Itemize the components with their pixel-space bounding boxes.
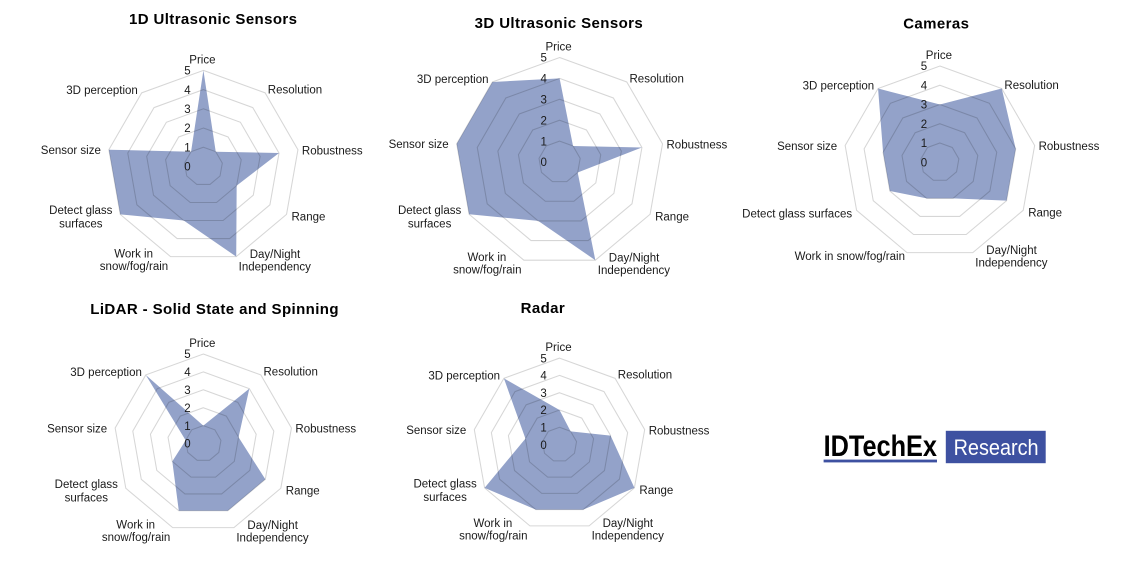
svg-text:Resolution: Resolution bbox=[630, 73, 684, 85]
svg-text:5: 5 bbox=[540, 53, 546, 65]
svg-text:1: 1 bbox=[540, 136, 546, 148]
svg-text:Range: Range bbox=[1028, 208, 1062, 220]
svg-text:Range: Range bbox=[655, 212, 689, 224]
svg-text:Price: Price bbox=[545, 342, 571, 354]
svg-text:Radar: Radar bbox=[521, 300, 566, 317]
svg-text:2: 2 bbox=[184, 403, 190, 415]
svg-text:Robustness: Robustness bbox=[295, 424, 356, 436]
svg-text:snow/fog/rain: snow/fog/rain bbox=[100, 261, 168, 273]
svg-text:Price: Price bbox=[189, 54, 215, 66]
svg-text:snow/fog/rain: snow/fog/rain bbox=[459, 530, 527, 542]
svg-text:5: 5 bbox=[184, 349, 190, 361]
svg-text:5: 5 bbox=[921, 61, 927, 73]
svg-text:Price: Price bbox=[189, 338, 215, 350]
svg-text:3D perception: 3D perception bbox=[70, 367, 142, 379]
svg-text:Detect glass: Detect glass bbox=[49, 205, 113, 217]
svg-text:3D perception: 3D perception bbox=[66, 85, 138, 97]
svg-text:1: 1 bbox=[184, 142, 190, 154]
svg-text:1: 1 bbox=[540, 423, 546, 435]
svg-text:Detect glass surfaces: Detect glass surfaces bbox=[742, 208, 852, 220]
svg-text:Price: Price bbox=[926, 50, 952, 62]
svg-text:3D Ultrasonic Sensors: 3D Ultrasonic Sensors bbox=[475, 15, 643, 32]
svg-text:Price: Price bbox=[545, 42, 571, 54]
svg-text:Range: Range bbox=[639, 485, 673, 497]
svg-text:0: 0 bbox=[184, 439, 190, 451]
svg-text:5: 5 bbox=[540, 353, 546, 365]
svg-text:surfaces: surfaces bbox=[65, 492, 109, 504]
svg-text:Detect glass: Detect glass bbox=[413, 478, 477, 490]
svg-text:Independency: Independency bbox=[975, 257, 1048, 269]
svg-text:Resolution: Resolution bbox=[264, 366, 318, 378]
svg-text:Work in: Work in bbox=[468, 252, 507, 264]
svg-text:5: 5 bbox=[184, 66, 190, 78]
svg-text:3: 3 bbox=[540, 95, 546, 107]
svg-text:Cameras: Cameras bbox=[903, 16, 969, 33]
svg-text:Sensor size: Sensor size bbox=[777, 141, 837, 153]
svg-text:4: 4 bbox=[184, 85, 191, 97]
svg-text:2: 2 bbox=[921, 119, 927, 131]
svg-text:Independency: Independency bbox=[598, 265, 671, 277]
svg-text:snow/fog/rain: snow/fog/rain bbox=[453, 265, 521, 277]
svg-text:3D perception: 3D perception bbox=[417, 74, 489, 86]
svg-text:Range: Range bbox=[292, 212, 326, 224]
svg-text:4: 4 bbox=[184, 367, 191, 379]
svg-text:Sensor size: Sensor size bbox=[406, 425, 466, 437]
svg-text:4: 4 bbox=[540, 74, 547, 86]
svg-text:Day/Night: Day/Night bbox=[603, 518, 654, 530]
svg-text:Sensor size: Sensor size bbox=[41, 145, 101, 157]
svg-text:4: 4 bbox=[540, 371, 547, 383]
svg-text:4: 4 bbox=[921, 80, 928, 92]
svg-text:IDTechEx: IDTechEx bbox=[824, 430, 938, 463]
svg-text:Research: Research bbox=[954, 435, 1039, 460]
svg-text:1: 1 bbox=[921, 138, 927, 150]
svg-text:3: 3 bbox=[184, 104, 190, 116]
svg-text:Robustness: Robustness bbox=[667, 140, 728, 152]
svg-text:0: 0 bbox=[184, 162, 190, 174]
svg-text:2: 2 bbox=[540, 405, 546, 417]
svg-text:3: 3 bbox=[540, 388, 546, 400]
svg-text:Sensor size: Sensor size bbox=[47, 423, 107, 435]
svg-text:Work in snow/fog/rain: Work in snow/fog/rain bbox=[795, 251, 905, 263]
svg-text:Day/Night: Day/Night bbox=[247, 520, 298, 532]
svg-text:0: 0 bbox=[540, 440, 546, 452]
svg-text:2: 2 bbox=[540, 115, 546, 127]
svg-text:Resolution: Resolution bbox=[618, 370, 672, 382]
svg-text:Work in: Work in bbox=[116, 520, 155, 532]
svg-text:surfaces: surfaces bbox=[59, 218, 103, 230]
svg-text:Range: Range bbox=[286, 486, 320, 498]
svg-text:3: 3 bbox=[184, 385, 190, 397]
svg-text:Robustness: Robustness bbox=[302, 145, 363, 157]
svg-text:Day/Night: Day/Night bbox=[986, 245, 1037, 257]
svg-text:Sensor size: Sensor size bbox=[389, 139, 449, 151]
svg-text:Day/Night: Day/Night bbox=[609, 253, 660, 265]
svg-text:Resolution: Resolution bbox=[268, 84, 322, 96]
svg-text:Work in: Work in bbox=[114, 249, 153, 261]
svg-text:0: 0 bbox=[540, 157, 546, 169]
svg-text:Robustness: Robustness bbox=[1039, 141, 1100, 153]
svg-text:Resolution: Resolution bbox=[1004, 80, 1058, 92]
svg-text:Independency: Independency bbox=[239, 261, 312, 273]
svg-text:LiDAR - Solid State and Spinni: LiDAR - Solid State and Spinning bbox=[90, 301, 339, 318]
svg-text:3: 3 bbox=[921, 100, 927, 112]
svg-text:snow/fog/rain: snow/fog/rain bbox=[102, 532, 170, 544]
svg-text:surfaces: surfaces bbox=[423, 492, 467, 504]
svg-text:1D Ultrasonic Sensors: 1D Ultrasonic Sensors bbox=[129, 11, 297, 28]
svg-text:Day/Night: Day/Night bbox=[250, 249, 301, 261]
svg-text:Detect glass: Detect glass bbox=[398, 205, 462, 217]
svg-text:2: 2 bbox=[184, 123, 190, 135]
svg-text:Robustness: Robustness bbox=[649, 425, 710, 437]
svg-text:Work in: Work in bbox=[474, 518, 513, 530]
svg-text:surfaces: surfaces bbox=[408, 218, 452, 230]
svg-text:Independency: Independency bbox=[236, 532, 309, 544]
svg-text:Independency: Independency bbox=[592, 531, 665, 543]
svg-text:Detect glass: Detect glass bbox=[55, 479, 119, 491]
svg-text:3D perception: 3D perception bbox=[428, 370, 500, 382]
svg-text:0: 0 bbox=[921, 157, 927, 169]
svg-text:1: 1 bbox=[184, 421, 190, 433]
svg-text:3D perception: 3D perception bbox=[803, 81, 875, 93]
